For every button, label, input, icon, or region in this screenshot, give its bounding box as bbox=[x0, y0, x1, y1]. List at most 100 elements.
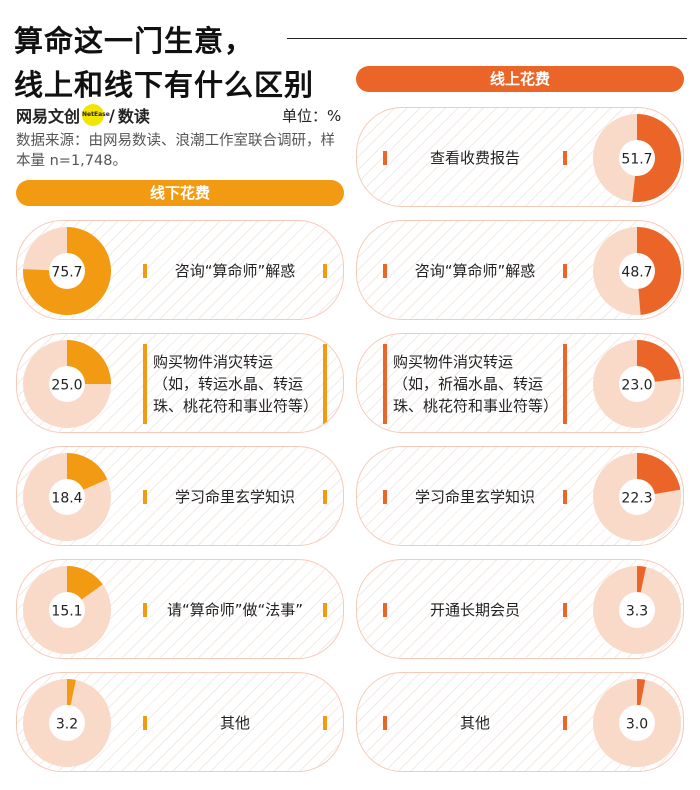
label-bar-right bbox=[323, 264, 327, 278]
category-label: 咨询“算命师”解惑 bbox=[383, 261, 567, 281]
category-label: 学习命里玄学知识 bbox=[143, 487, 327, 507]
label-bar-left bbox=[383, 490, 387, 504]
brand-left-text: 网易文创 bbox=[16, 107, 81, 126]
category-label: 其他 bbox=[383, 713, 567, 733]
category-label-text: 咨询“算命师”解惑 bbox=[174, 262, 296, 280]
category-label-text: 查看收费报告 bbox=[429, 149, 520, 167]
donut-hole bbox=[49, 253, 85, 289]
offline-card-3: 15.1 请“算命师”做“法事” bbox=[16, 559, 344, 659]
donut-chart: 3.0 bbox=[593, 679, 681, 767]
donut-chart: 22.3 bbox=[593, 453, 681, 541]
donut-value-label: 75.7 bbox=[51, 265, 82, 281]
brand-logo: 网易文创 NetEase/数读 bbox=[16, 103, 150, 127]
category-label: 购买物件消灾转运（如，转运水晶、转运珠、桃花符和事业符等） bbox=[143, 344, 327, 424]
label-bar-right bbox=[323, 344, 327, 424]
category-label: 请“算命师”做“法事” bbox=[143, 600, 327, 620]
donut-value-label: 3.0 bbox=[626, 717, 648, 733]
category-label-text: 购买物件消灾转运（如，转运水晶、转运珠、桃花符和事业符等） bbox=[153, 353, 319, 415]
donut-chart: 25.0 bbox=[23, 340, 111, 428]
label-bar-right bbox=[563, 490, 567, 504]
label-bar-left bbox=[143, 603, 147, 617]
donut-chart: 3.2 bbox=[23, 679, 111, 767]
donut-slice bbox=[632, 114, 681, 202]
online-card-1: 48.7 咨询“算命师”解惑 bbox=[356, 220, 684, 320]
category-label-text: 购买物件消灾转运（如，祈福水晶、转运珠、桃花符和事业符等） bbox=[393, 353, 559, 415]
donut-chart: 15.1 bbox=[23, 566, 111, 654]
label-bar-right bbox=[563, 603, 567, 617]
donut-slice bbox=[637, 227, 681, 315]
category-label-text: 其他 bbox=[459, 714, 490, 732]
label-bar-right bbox=[563, 716, 567, 730]
donut-chart: 48.7 bbox=[593, 227, 681, 315]
offline-card-2: 18.4 学习命里玄学知识 bbox=[16, 446, 344, 546]
offline-card-0: 75.7 咨询“算命师”解惑 bbox=[16, 220, 344, 320]
label-bar-left bbox=[383, 151, 387, 165]
category-label: 咨询“算命师”解惑 bbox=[143, 261, 327, 281]
label-bar-right bbox=[563, 151, 567, 165]
label-bar-left bbox=[143, 264, 147, 278]
label-bar-left bbox=[383, 716, 387, 730]
donut-chart: 75.7 bbox=[23, 227, 111, 315]
donut-hole bbox=[49, 366, 85, 402]
label-bar-right bbox=[323, 716, 327, 730]
label-bar-left bbox=[383, 344, 387, 424]
category-label: 购买物件消灾转运（如，祈福水晶、转运珠、桃花符和事业符等） bbox=[383, 344, 567, 424]
offline-card-4: 3.2 其他 bbox=[16, 672, 344, 772]
donut-value-label: 48.7 bbox=[621, 265, 652, 281]
online-card-0: 51.7 查看收费报告 bbox=[356, 107, 684, 207]
label-bar-left bbox=[383, 603, 387, 617]
title-line-2: 线上和线下有什么区别 bbox=[14, 68, 315, 102]
donut-value-label: 23.0 bbox=[621, 378, 652, 394]
label-bar-left bbox=[143, 344, 147, 424]
online-card-5: 3.0 其他 bbox=[356, 672, 684, 772]
online-card-3: 22.3 学习命里玄学知识 bbox=[356, 446, 684, 546]
category-label: 其他 bbox=[143, 713, 327, 733]
category-label-text: 学习命里玄学知识 bbox=[414, 488, 535, 506]
donut-chart: 3.3 bbox=[593, 566, 681, 654]
label-bar-left bbox=[143, 490, 147, 504]
label-bar-right bbox=[563, 264, 567, 278]
donut-value-label: 25.0 bbox=[51, 378, 82, 394]
brand-right-text: 数读 bbox=[117, 107, 150, 126]
donut-hole bbox=[49, 479, 85, 515]
label-bar-left bbox=[143, 716, 147, 730]
title-rule bbox=[287, 38, 687, 39]
donut-value-label: 22.3 bbox=[621, 491, 652, 507]
donut-chart: 23.0 bbox=[593, 340, 681, 428]
donut-hole bbox=[619, 479, 655, 515]
donut-value-label: 3.3 bbox=[626, 604, 648, 620]
donut-value-label: 3.2 bbox=[56, 717, 78, 733]
donut-hole bbox=[619, 592, 655, 628]
category-label-text: 开通长期会员 bbox=[429, 601, 520, 619]
donut-chart: 18.4 bbox=[23, 453, 111, 541]
category-label-text: 其他 bbox=[219, 714, 250, 732]
donut-hole bbox=[619, 366, 655, 402]
donut-value-label: 15.1 bbox=[51, 604, 82, 620]
label-bar-left bbox=[383, 264, 387, 278]
category-label: 开通长期会员 bbox=[383, 600, 567, 620]
donut-hole bbox=[619, 705, 655, 741]
netease-logo-icon: NetEase bbox=[82, 104, 110, 126]
donut-hole bbox=[49, 705, 85, 741]
donut-value-label: 51.7 bbox=[621, 152, 652, 168]
offline-card-1: 25.0 购买物件消灾转运（如，转运水晶、转运珠、桃花符和事业符等） bbox=[16, 333, 344, 433]
online-card-2: 23.0 购买物件消灾转运（如，祈福水晶、转运珠、桃花符和事业符等） bbox=[356, 333, 684, 433]
unit-label: 单位：% bbox=[282, 107, 342, 125]
label-bar-right bbox=[323, 490, 327, 504]
title-line-1: 算命这一门生意， bbox=[14, 24, 255, 58]
label-bar-right bbox=[323, 603, 327, 617]
online-section-pill: 线上花费 bbox=[356, 66, 684, 92]
offline-section-pill: 线下花费 bbox=[16, 180, 344, 206]
category-label: 学习命里玄学知识 bbox=[383, 487, 567, 507]
donut-value-label: 18.4 bbox=[51, 491, 82, 507]
data-source: 数据来源：由网易数读、浪潮工作室联合调研，样本量 n=1,748。 bbox=[16, 133, 335, 169]
donut-hole bbox=[49, 592, 85, 628]
donut-hole bbox=[619, 140, 655, 176]
donut-hole bbox=[619, 253, 655, 289]
category-label-text: 请“算命师”做“法事” bbox=[166, 601, 304, 619]
donut-chart: 51.7 bbox=[593, 114, 681, 202]
category-label: 查看收费报告 bbox=[383, 148, 567, 168]
label-bar-right bbox=[563, 344, 567, 424]
online-card-4: 3.3 开通长期会员 bbox=[356, 559, 684, 659]
category-label-text: 咨询“算命师”解惑 bbox=[414, 262, 536, 280]
